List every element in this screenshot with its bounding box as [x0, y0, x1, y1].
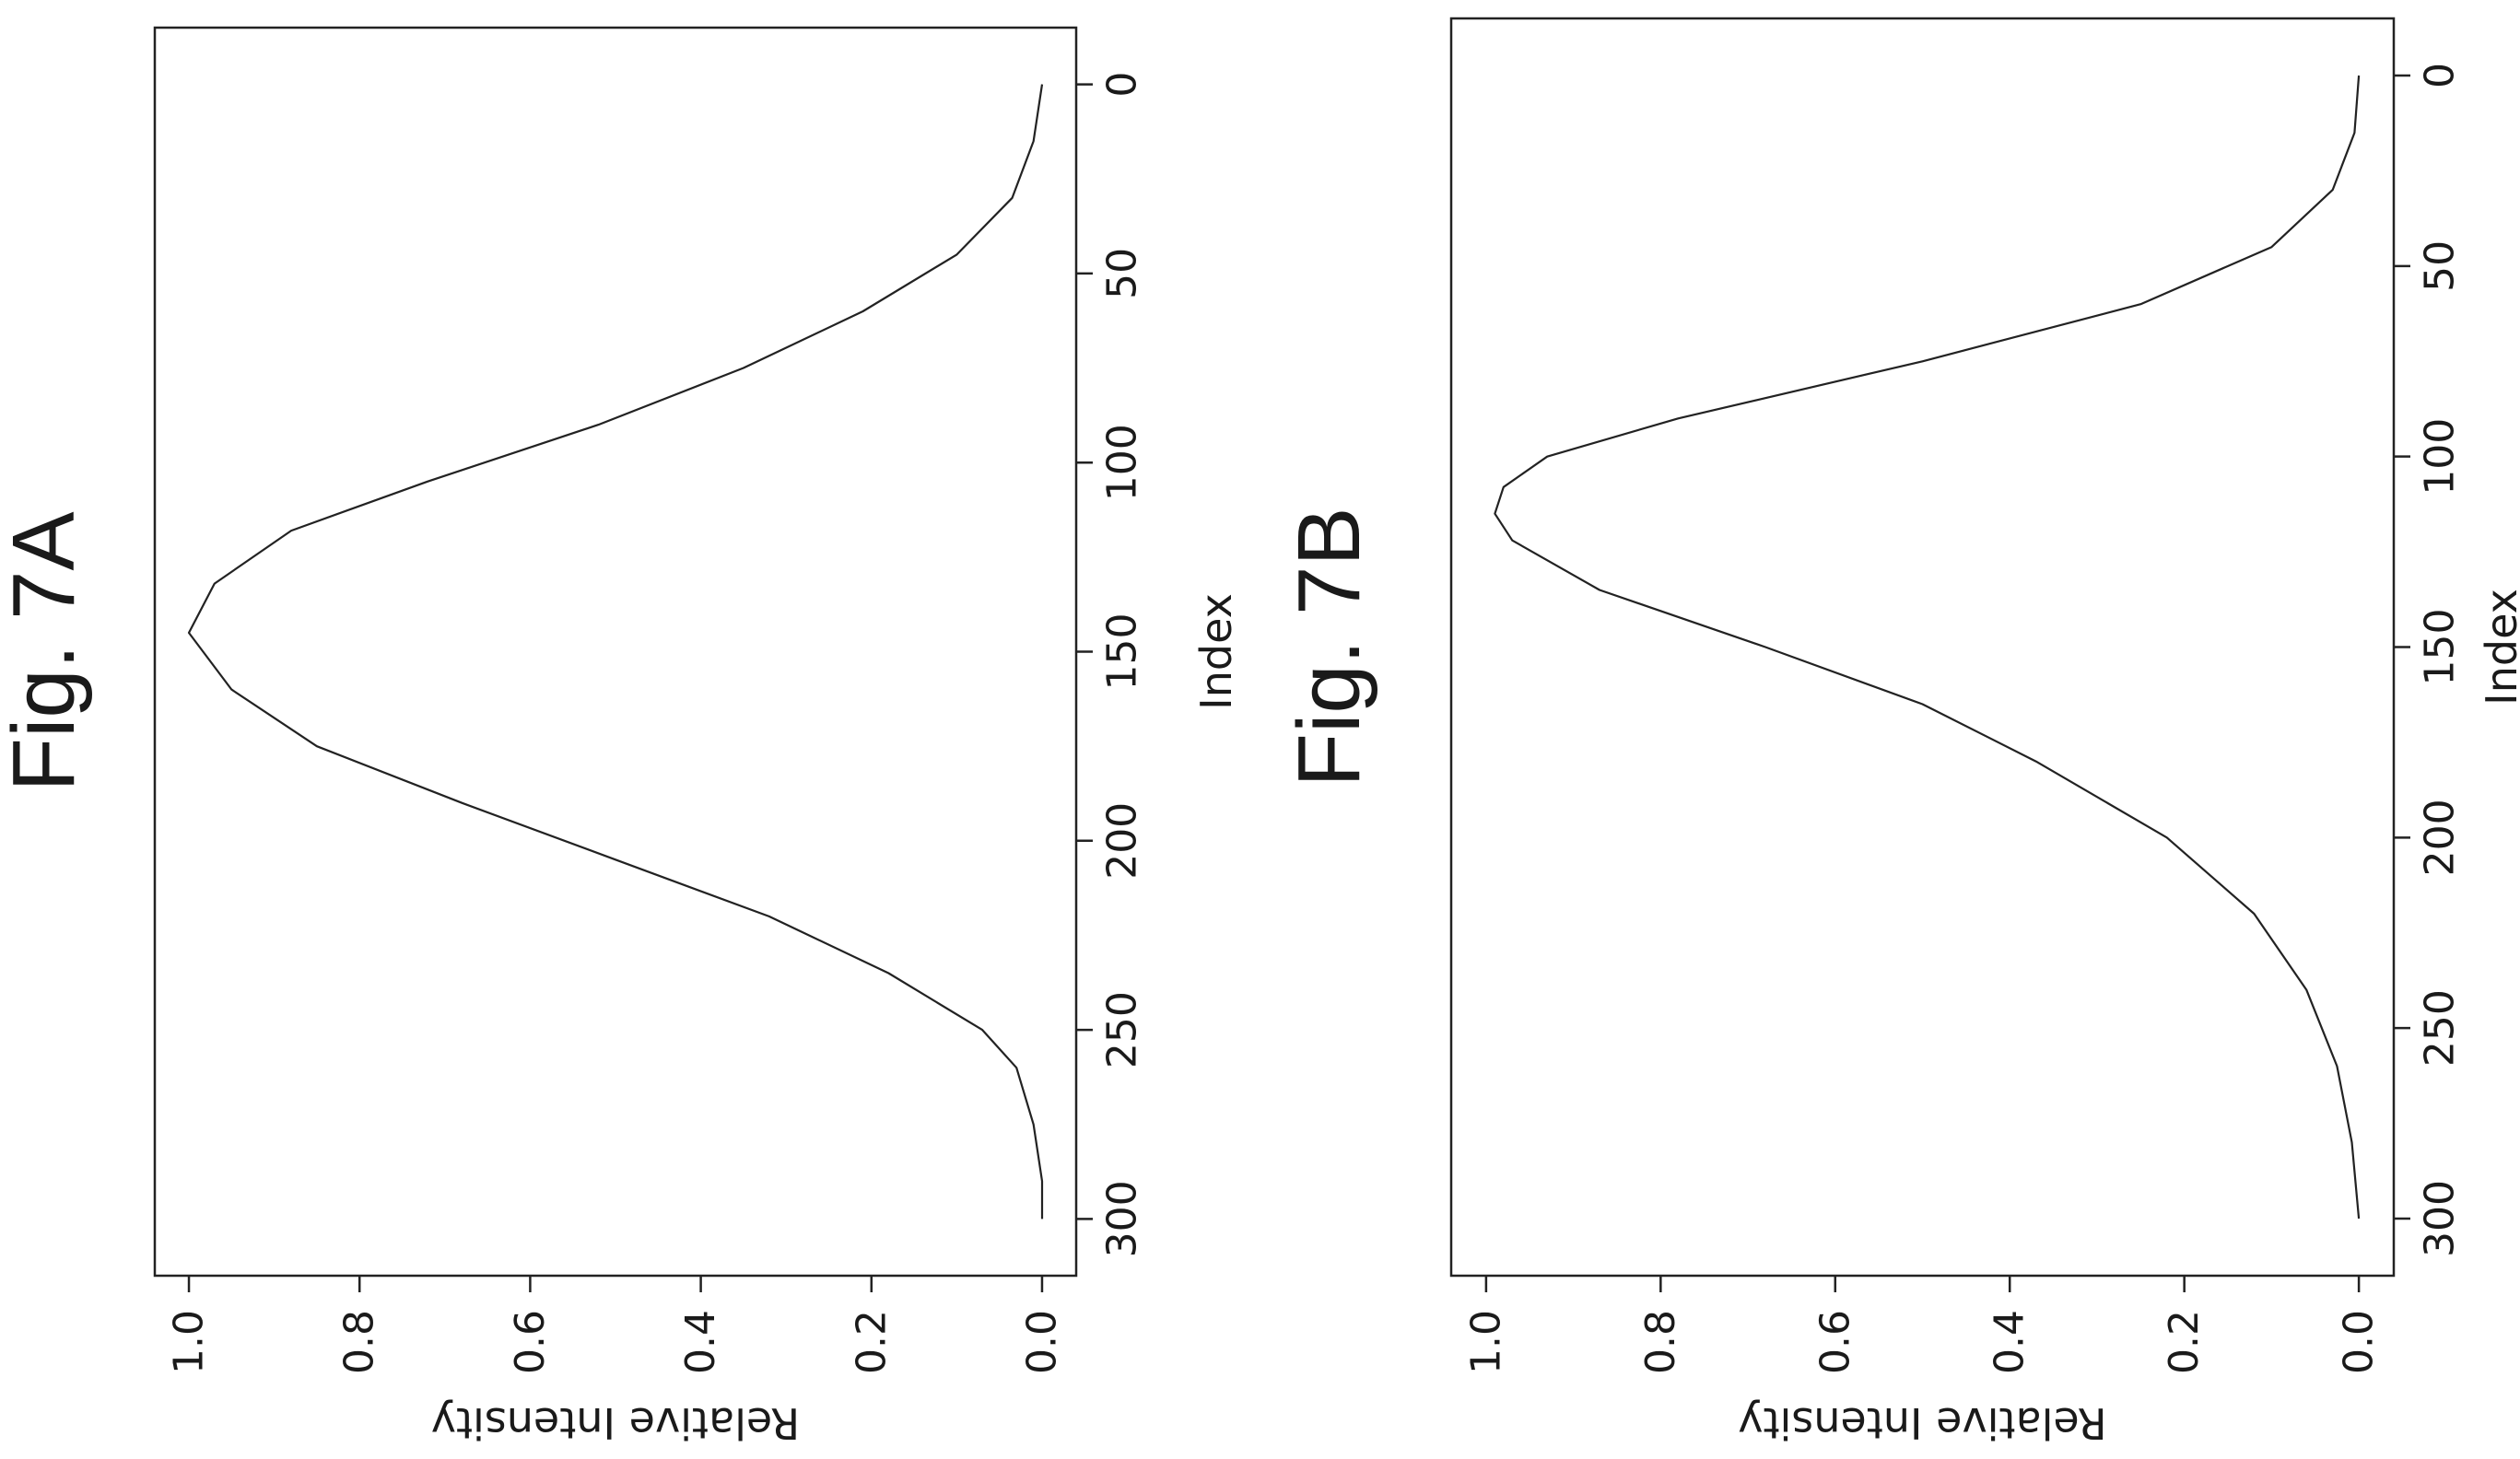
x-tick-label: 0	[2417, 63, 2464, 88]
y-tick-label: 1.0	[1462, 1310, 1509, 1374]
x-tick-label: 300	[2417, 1180, 2464, 1257]
chart-panel-7a: Fig. 7A 0 50 100 150 200 250 300 Index 0.0 0.2 0.4 0…	[0, 26, 1241, 1448]
chart-panel-7b: Fig. 7B 0 50 100 150 200 250 300 Index 0.0 0.2 0.4 0…	[1280, 17, 2520, 1448]
x-axis-label: Index	[1191, 593, 1241, 710]
y-tick-label: 0.2	[848, 1310, 895, 1374]
figure-title: Fig. 7A	[0, 511, 93, 791]
x-tick-label: 100	[2417, 418, 2464, 496]
y-tick-label: 0.8	[336, 1310, 383, 1374]
y-tick-label: 0.4	[1987, 1310, 2034, 1374]
figure-title: Fig. 7B	[1280, 507, 1378, 787]
y-tick-label: 0.6	[507, 1310, 554, 1374]
x-tick-label: 300	[1099, 1180, 1146, 1257]
y-tick-label: 0.0	[2336, 1310, 2383, 1374]
x-tick-label: 50	[2417, 240, 2464, 292]
x-tick-label: 50	[1099, 248, 1146, 299]
x-axis-label: Index	[2477, 589, 2520, 706]
series-line	[187, 84, 1044, 1220]
y-tick-label: 0.8	[1637, 1310, 1684, 1374]
x-tick-label: 200	[2417, 799, 2464, 876]
y-tick-label: 0.2	[2161, 1310, 2208, 1374]
x-tick-label: 100	[1099, 424, 1146, 501]
plot-frame	[153, 26, 1078, 1278]
y-axis-label: Relative Intensity	[1738, 1398, 2106, 1448]
y-tick-label: 0.4	[677, 1310, 724, 1374]
x-tick-label: 150	[1099, 613, 1146, 691]
plot-frame	[1449, 17, 2396, 1278]
x-tick-label: 150	[2417, 609, 2464, 686]
y-tick-label: 1.0	[166, 1310, 213, 1374]
x-tick-label: 200	[1099, 802, 1146, 880]
x-tick-label: 0	[1099, 72, 1146, 98]
y-tick-label: 0.0	[1018, 1310, 1065, 1374]
x-tick-label: 250	[1099, 991, 1146, 1068]
x-tick-label: 250	[2417, 989, 2464, 1067]
y-tick-label: 0.6	[1811, 1310, 1858, 1374]
y-axis-label: Relative Intensity	[431, 1398, 800, 1448]
series-line	[1494, 75, 2361, 1220]
